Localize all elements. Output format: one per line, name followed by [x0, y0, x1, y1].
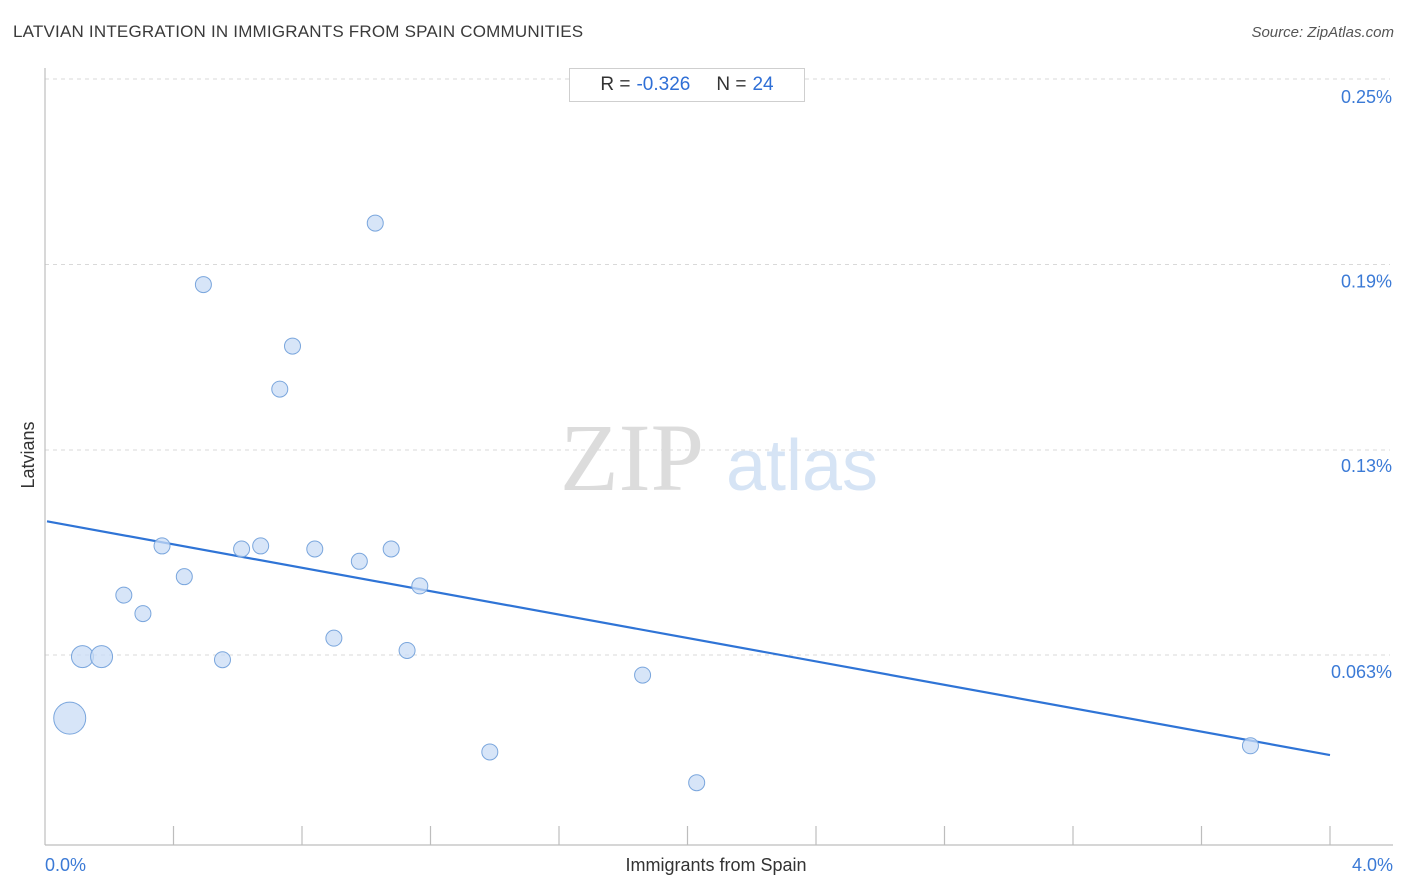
- y-tick-label: 0.063%: [1331, 662, 1392, 682]
- data-point: [90, 645, 114, 669]
- gridlines: [45, 78, 1390, 656]
- data-point: [382, 540, 400, 558]
- data-point: [366, 214, 384, 232]
- y-axis-label: Latvians: [18, 421, 38, 488]
- data-point: [325, 629, 343, 647]
- r-label: R =: [600, 74, 631, 95]
- data-point: [194, 276, 212, 294]
- tick-labels: 0.25% 0.19% 0.13% 0.063% 0.0% 4.0%: [45, 87, 1393, 875]
- data-point: [350, 552, 368, 570]
- data-point: [306, 540, 324, 558]
- r-value: -0.326: [636, 74, 691, 95]
- y-tick-label: 0.19%: [1341, 271, 1392, 291]
- data-point: [284, 337, 302, 355]
- n-label: N =: [716, 74, 747, 95]
- data-point: [398, 641, 416, 659]
- watermark-atlas: atlas: [726, 426, 878, 506]
- data-point: [1241, 737, 1259, 755]
- data-point: [271, 380, 289, 398]
- source-credit: Source: ZipAtlas.com: [1251, 24, 1394, 41]
- data-point: [115, 586, 133, 604]
- data-point: [175, 568, 193, 586]
- data-point: [634, 666, 652, 684]
- y-tick-label: 0.25%: [1341, 87, 1392, 107]
- trend-line: [46, 520, 1331, 757]
- stats-box: R = -0.326 N = 24: [569, 68, 805, 102]
- data-point: [688, 774, 706, 792]
- data-point: [213, 651, 231, 669]
- data-point: [481, 743, 499, 761]
- data-point: [233, 540, 251, 558]
- data-point: [134, 605, 152, 623]
- x-axis-label: Immigrants from Spain: [625, 855, 806, 875]
- n-value: 24: [752, 74, 774, 95]
- x-tick-label: 0.0%: [45, 855, 86, 875]
- x-tick-label: 4.0%: [1352, 855, 1393, 875]
- data-point: [53, 701, 87, 735]
- chart-title: LATVIAN INTEGRATION IN IMMIGRANTS FROM S…: [13, 22, 584, 41]
- data-point: [252, 537, 270, 555]
- data-point: [411, 577, 429, 595]
- axes: [44, 68, 1393, 846]
- trend-line-group: [46, 520, 1331, 757]
- data-point: [153, 537, 171, 555]
- watermark-zip: ZIP: [560, 404, 704, 511]
- y-tick-label: 0.13%: [1341, 456, 1392, 476]
- data-points: [53, 214, 1259, 792]
- watermark: ZIP atlas: [560, 404, 878, 511]
